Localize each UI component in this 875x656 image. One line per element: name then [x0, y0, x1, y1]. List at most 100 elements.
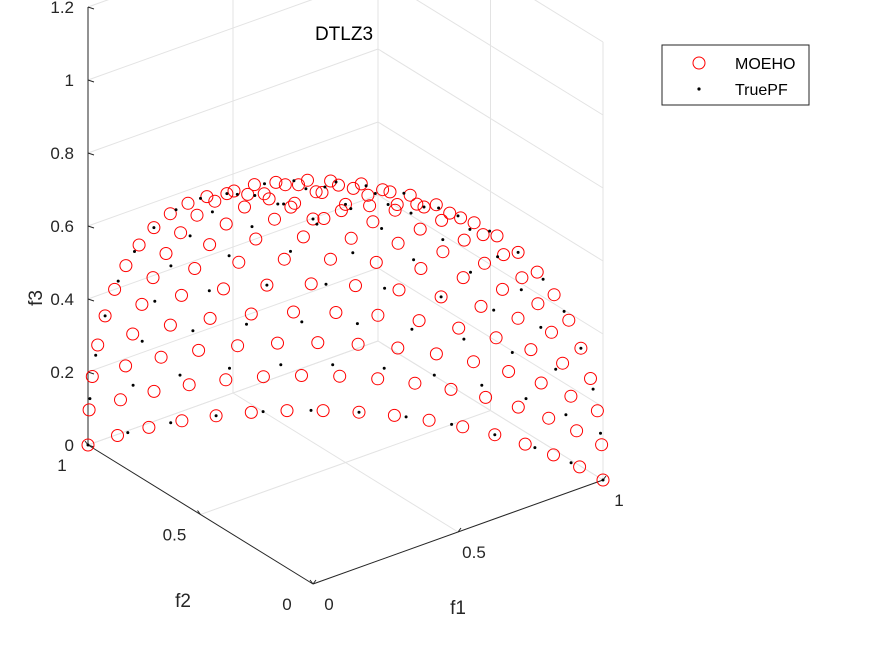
moeho-point: [188, 262, 202, 275]
truepf-point: [279, 363, 283, 367]
moeho-point: [429, 198, 443, 212]
moeho-point: [142, 420, 156, 434]
moeho-point: [203, 238, 217, 252]
truepf-point: [402, 191, 406, 195]
moeho-point: [392, 283, 406, 297]
moeho-point: [502, 365, 516, 378]
moeho-point: [175, 288, 188, 302]
moeho-point: [562, 313, 576, 327]
truepf-point: [188, 234, 192, 238]
truepf-point: [519, 288, 523, 292]
moeho-point: [292, 178, 305, 192]
grid-line: [87, 340, 379, 446]
moeho-point: [231, 339, 245, 353]
truepf-point: [422, 205, 426, 209]
truepf-point: [245, 322, 248, 326]
moeho-point: [200, 190, 214, 204]
truepf-point: [383, 286, 387, 290]
moeho-point: [452, 321, 466, 335]
truepf-point: [153, 299, 157, 303]
moeho-point: [257, 187, 271, 201]
truepf-point: [355, 322, 359, 326]
moeho-point: [349, 279, 362, 293]
moeho-point: [531, 297, 545, 311]
moeho-point: [515, 271, 529, 285]
moeho-point: [147, 384, 161, 398]
truepf-point: [169, 421, 173, 425]
truepf-point: [263, 182, 266, 186]
z-tick: [87, 298, 95, 302]
truepf-point: [469, 270, 472, 274]
moeho-point: [324, 252, 337, 266]
z-tick: [87, 152, 95, 156]
moeho-point: [98, 309, 112, 323]
moeho-point: [436, 245, 450, 259]
truepf-point: [289, 249, 292, 253]
truepf-point: [364, 184, 368, 188]
moeho-point: [91, 338, 105, 352]
moeho-point: [296, 230, 310, 244]
moeho-point: [376, 183, 390, 197]
moeho-point: [329, 306, 343, 319]
moeho-point: [497, 248, 511, 262]
moeho-point: [511, 311, 525, 325]
moeho-point: [387, 408, 401, 422]
moeho-point: [479, 390, 493, 404]
z-axis-label: f3: [26, 290, 47, 306]
moeho-point: [474, 299, 488, 313]
moeho-point: [111, 429, 124, 442]
moeho-point: [545, 325, 558, 339]
moeho-point: [467, 216, 481, 230]
truepf-point: [304, 187, 308, 191]
truepf-point: [404, 415, 408, 419]
truepf-point: [169, 264, 173, 268]
moeho-point: [219, 217, 233, 231]
truepf-point: [441, 238, 445, 242]
moeho-point: [280, 404, 294, 418]
axes: [84, 6, 607, 585]
moeho-point: [434, 290, 448, 304]
moeho-point: [317, 212, 331, 225]
y-tick-label: 1: [57, 456, 66, 475]
z-tick-label: 1: [65, 71, 74, 90]
series-truepf: [86, 179, 605, 482]
moeho-point: [518, 437, 532, 451]
moeho-point: [596, 473, 610, 487]
truepf-point: [493, 433, 497, 437]
series-moeho: [81, 173, 610, 487]
moeho-point: [490, 229, 504, 243]
truepf-point: [488, 229, 492, 233]
moeho-point: [241, 187, 255, 201]
truepf-point: [178, 373, 182, 377]
moeho-point: [181, 196, 195, 210]
truepf-point: [323, 185, 327, 189]
moeho-point: [556, 356, 570, 370]
truepf-point: [199, 196, 202, 200]
moeho-point: [203, 311, 217, 325]
moeho-point: [391, 341, 405, 355]
truepf-point: [282, 202, 286, 206]
truepf-point: [579, 346, 583, 350]
moeho-point: [413, 222, 427, 236]
moeho-point: [146, 271, 160, 285]
moeho-point: [361, 188, 375, 202]
moeho-point: [288, 196, 302, 210]
y-axis-label: f2: [175, 591, 191, 612]
truepf-point: [225, 192, 229, 196]
moeho-point: [244, 307, 258, 321]
moeho-point: [192, 343, 206, 357]
legend-marker-truepf: [697, 87, 701, 91]
truepf-point: [227, 254, 231, 258]
moeho-point: [301, 173, 314, 187]
moeho-point: [85, 370, 99, 383]
truepf-point: [496, 255, 500, 259]
truepf-point: [510, 351, 514, 354]
moeho-point: [574, 341, 588, 355]
x-tick: [457, 527, 462, 533]
truepf-point: [439, 295, 443, 299]
moeho-point: [175, 414, 189, 428]
z-tick-label: 0.6: [50, 217, 74, 236]
truepf-point: [94, 353, 98, 357]
truepf-point: [309, 408, 313, 412]
moeho-point: [467, 355, 480, 369]
